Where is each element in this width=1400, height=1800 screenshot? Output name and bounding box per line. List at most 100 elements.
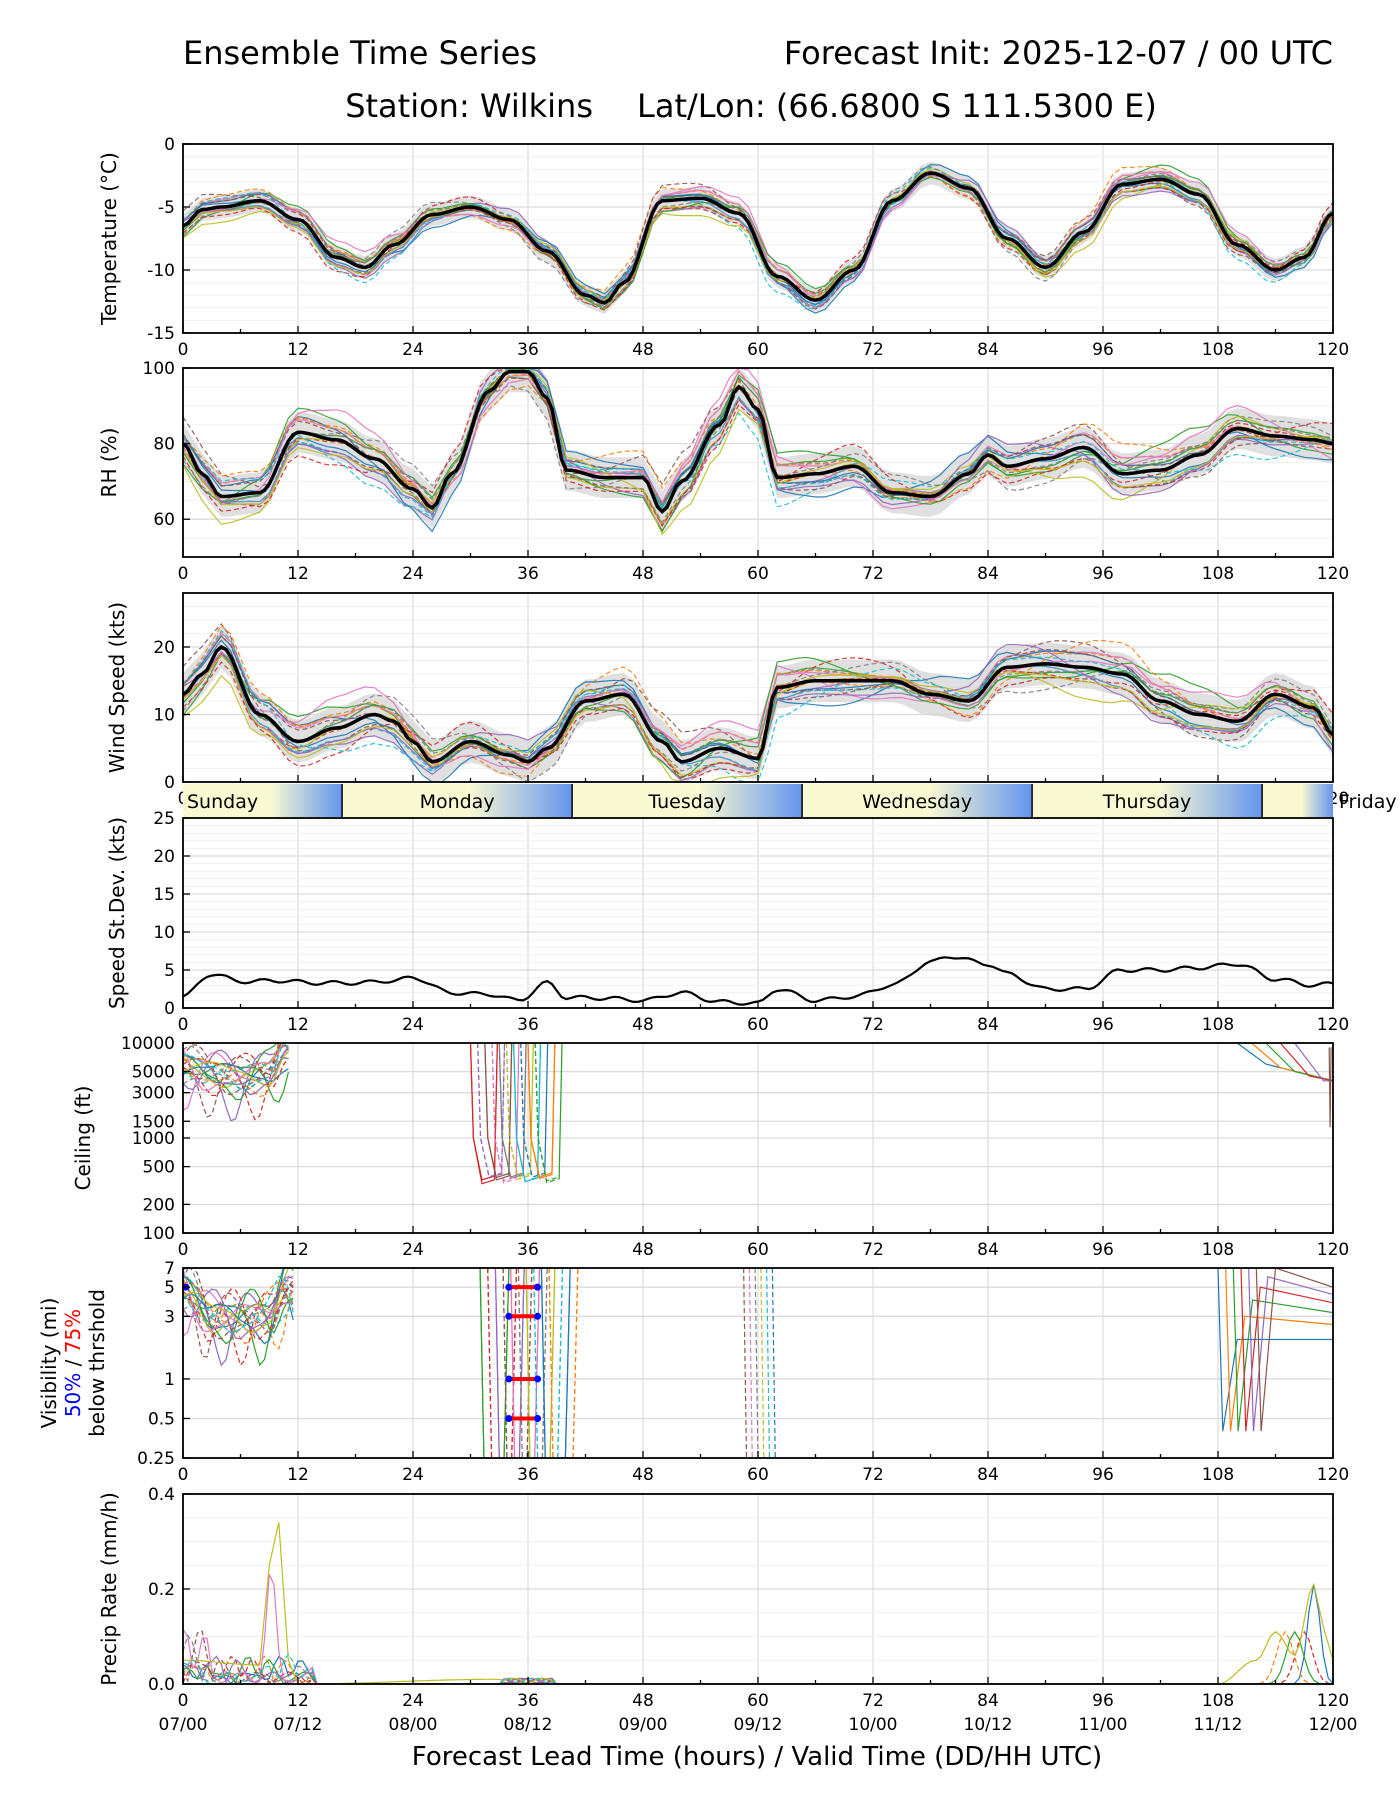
y-tick-label: 7 [164,1259,175,1279]
ensemble-member-line [183,1043,282,1096]
ensemble-member-line [527,1043,556,1180]
threshold-50-marker [505,1312,513,1320]
x-tick-label: 36 [517,340,539,360]
x-tick-label: 48 [632,1015,654,1035]
ensemble-member-line [505,1043,534,1180]
x-tick-label: 72 [862,1240,884,1260]
x-tick-label: 48 [632,564,654,584]
ensemble-member-line [183,654,1333,782]
y-tick-label: 3 [164,1307,175,1327]
y-tick-label: 0.25 [137,1449,175,1469]
y-tick-label: 100 [143,359,175,379]
valid-time-label: 10/00 [849,1715,898,1735]
x-tick-label: 72 [862,1015,884,1035]
x-tick-label: 48 [632,1240,654,1260]
x-tick-label: 84 [977,340,999,360]
day-segment [183,784,343,817]
x-tick-label: 120 [1317,1015,1349,1035]
y-tick-label: 0.0 [148,1675,175,1695]
ensemble-member-line [183,1043,282,1089]
ensemble-member-line [183,651,1333,782]
x-tick-label: 84 [977,1015,999,1035]
ensemble-member-line [479,1268,510,1458]
ensemble-member-line [771,1268,776,1458]
y-tick-label: 5 [164,1278,175,1298]
y-tick-label: -5 [158,198,175,218]
ensemble-member-line [1232,1268,1333,1432]
x-tick-label: 36 [517,1465,539,1485]
x-tick-label: 72 [862,564,884,584]
y-tick-label: 10 [153,923,175,943]
threshold-50-marker [534,1414,542,1422]
valid-time-label: 08/12 [504,1715,553,1735]
x-tick-label: 60 [747,564,769,584]
y-tick-label: 0.5 [148,1409,175,1429]
ensemble-member-line [510,1268,541,1458]
x-tick-label: 0 [178,1691,189,1711]
ensemble-member-line [183,1043,289,1101]
day-segment [802,784,1033,817]
x-tick-label: 48 [632,1465,654,1485]
title-left: Ensemble Time Series [183,34,537,72]
y-tick-label: -10 [147,261,175,281]
ensemble-member-line [183,1268,294,1340]
ensemble-member-line [1225,1268,1333,1432]
ensemble-member-line [183,376,1333,508]
y-tick-label: 0 [164,999,175,1019]
x-tick-label: 36 [517,564,539,584]
x-tick-label: 36 [517,1691,539,1711]
threshold-50-marker [534,1283,542,1291]
ensemble-member-line [183,1051,289,1087]
y-tick-label: 5000 [132,1063,175,1083]
ensemble-member-line [1328,1047,1332,1128]
ensemble-member-line [1248,1268,1333,1432]
ensemble-member-line [183,368,1333,536]
y-axis-label: RH (%) [97,428,121,498]
x-tick-label: 96 [1092,1691,1114,1711]
ensemble-member-line [183,370,1333,511]
day-label: Tuesday [647,791,725,813]
x-tick-label: 24 [402,340,424,360]
ensemble-member-line [183,368,1333,533]
y-tick-label: 15 [153,885,175,905]
x-tick-label: 108 [1202,1691,1234,1711]
y-tick-label: -15 [147,324,175,344]
x-tick-label: 24 [402,564,424,584]
ensemble-member-line [1279,1043,1333,1082]
y-axis-label: Wind Speed (kts) [105,602,129,773]
ensemble-member-line [1240,1268,1333,1432]
y-tick-label: 10000 [121,1034,175,1054]
ensemble-member-line [491,1043,520,1184]
x-tick-label: 120 [1317,340,1349,360]
ensemble-member-line [183,165,1333,302]
day-label: Monday [420,791,495,813]
y-tick-label: 25 [153,809,175,829]
y-axis-label: Precip Rate (mm/h) [97,1492,121,1686]
y-tick-label: 1500 [132,1112,175,1132]
x-tick-label: 72 [862,1691,884,1711]
ensemble-member-line [183,1278,294,1334]
rh-panel: 60 80 100 0 12 24 36 48 60 72 84 96 108 120 RH (%) [97,359,1349,584]
ensemble-member-line [183,1043,284,1091]
x-tick-label: 60 [747,1015,769,1035]
day-segment [342,784,573,817]
y-tick-label: 0 [164,135,175,155]
speed-stdev-panel: 0 5 10 15 20 25 0 12 24 36 48 60 72 84 96 108 120 Speed S… [105,809,1349,1035]
y-tick-label: 0 [164,773,175,793]
valid-time-label: 12/00 [1309,1715,1358,1735]
x-tick-label: 24 [402,1240,424,1260]
threshold-50-marker [505,1414,513,1422]
valid-time-label: 09/12 [734,1715,783,1735]
threshold-50-marker [534,1312,542,1320]
x-tick-label: 12 [287,564,309,584]
x-tick-label: 108 [1202,1240,1234,1260]
y-tick-label: 1 [164,1370,175,1390]
x-tick-label: 0 [178,1240,189,1260]
x-tick-label: 120 [1317,564,1349,584]
ensemble-member-line [484,1043,513,1181]
x-tick-label: 60 [747,1240,769,1260]
y-axis-label-threshold: 50% / 75% [61,1309,85,1417]
y-axis-label: Speed St.Dev. (kts) [105,817,129,1009]
x-tick-label: 0 [178,1015,189,1035]
